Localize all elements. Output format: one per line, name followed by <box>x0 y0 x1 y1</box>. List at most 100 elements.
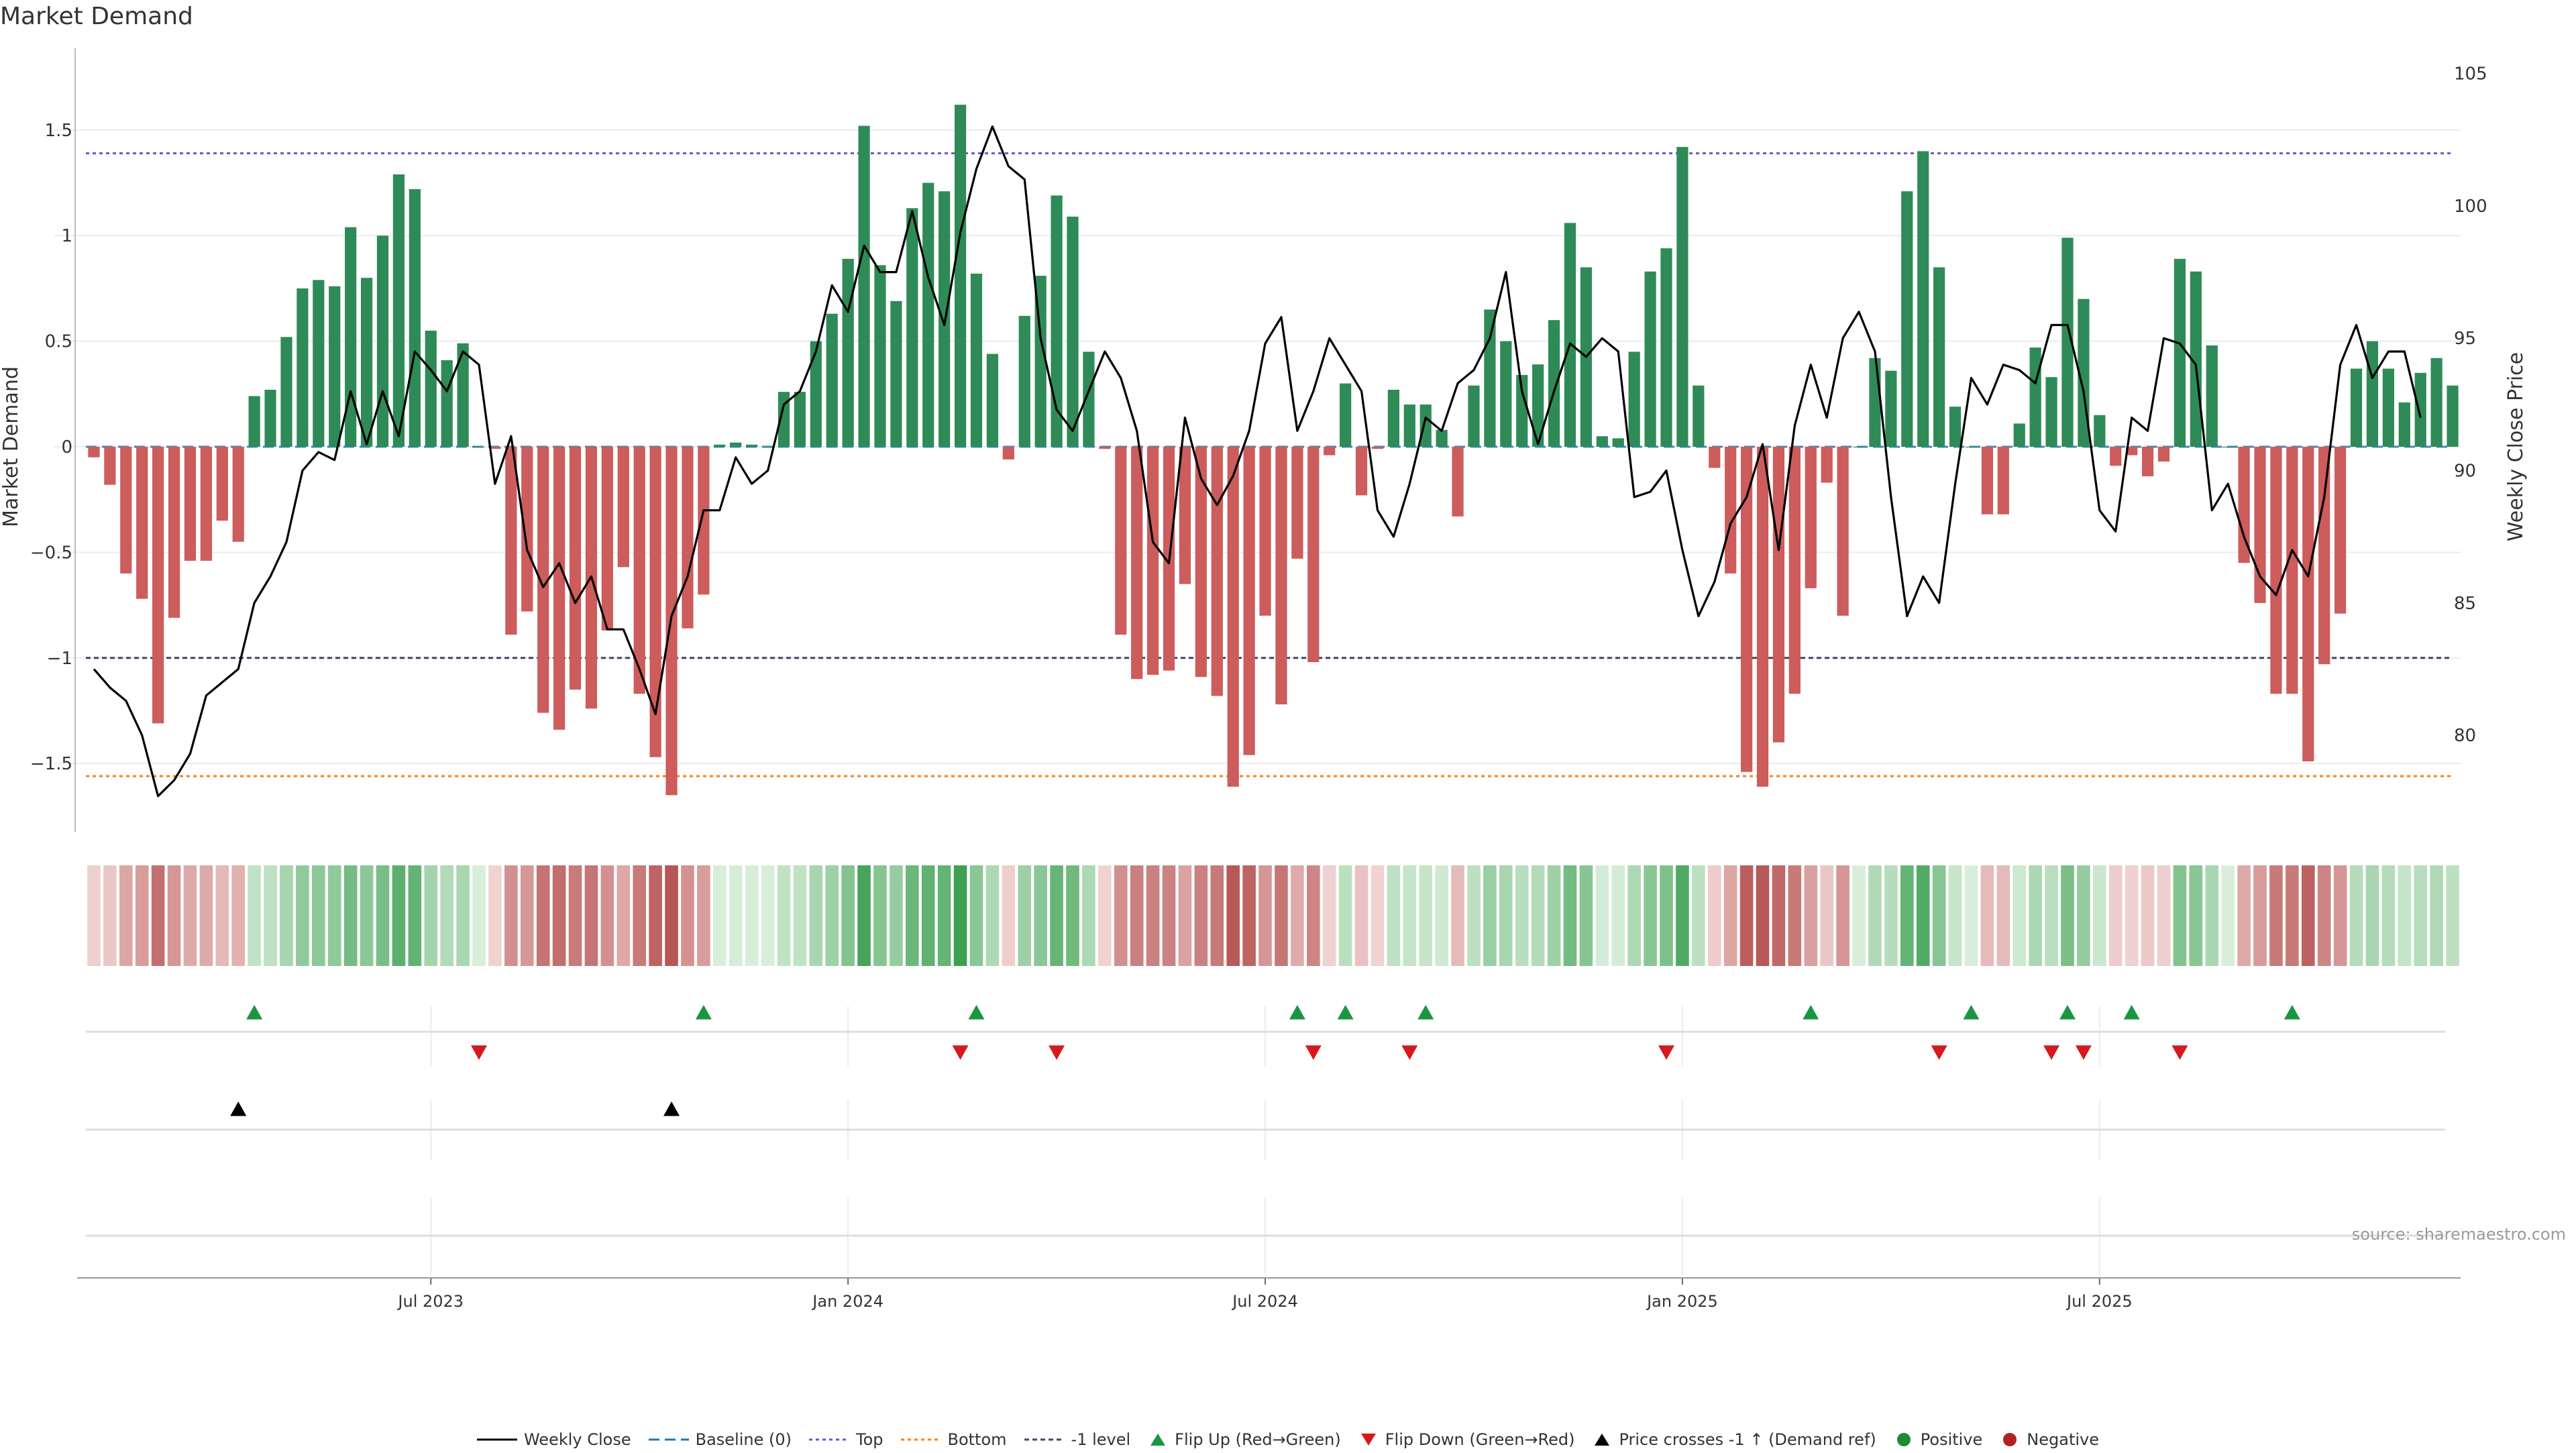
demand-bar <box>1596 436 1608 447</box>
heat-cell <box>1242 865 1256 966</box>
heat-cell <box>2141 865 2155 966</box>
heat-cell <box>2253 865 2267 966</box>
demand-bar <box>104 447 116 485</box>
demand-bar <box>425 330 437 447</box>
heat-cell <box>1515 865 1529 966</box>
demand-bar <box>2350 368 2363 447</box>
heat-cell <box>2446 865 2459 966</box>
demand-bar <box>874 265 886 447</box>
flip-down-marker <box>2171 1045 2188 1060</box>
heat-cell <box>552 865 566 966</box>
heat-cell <box>2414 865 2428 966</box>
demand-bar <box>1227 447 1239 787</box>
x-tick-label: Jan 2024 <box>811 1292 883 1311</box>
heat-cell <box>87 865 101 966</box>
heat-cell <box>1676 865 1689 966</box>
demand-bar <box>954 105 967 447</box>
heat-cell <box>1082 865 1095 966</box>
price-cross-marker <box>230 1101 247 1116</box>
heat-cell <box>985 865 1000 966</box>
axes: −1.5 −1 −0.5 0 0.5 1 1.5 80 85 90 95 100 105 Market D… <box>0 48 2528 1311</box>
demand-bar <box>360 278 373 447</box>
demand-bar <box>216 447 228 521</box>
heat-cell <box>2205 865 2219 966</box>
heat-cell <box>1483 865 1497 966</box>
heat-cell <box>2398 865 2412 966</box>
flip-up-marker <box>1417 1005 1434 1020</box>
demand-bar <box>1516 374 1528 447</box>
demand-bar <box>1740 447 1753 772</box>
demand-bar <box>1195 447 1207 678</box>
demand-bar <box>313 280 325 447</box>
flip-down-marker <box>1305 1045 1322 1060</box>
demand-bar <box>1243 447 1255 755</box>
heat-cell <box>504 865 518 966</box>
demand-bar <box>777 392 790 447</box>
demand-bar <box>1805 447 1817 588</box>
legend-label: -1 level <box>1071 1430 1131 1449</box>
y-tick-label: −0.5 <box>30 543 72 563</box>
demand-bar <box>1002 447 1014 460</box>
demand-bar <box>2286 447 2298 694</box>
y-axis-title: Market Demand <box>0 366 23 527</box>
flip-up-marker <box>1963 1005 1980 1020</box>
heat-cell <box>1291 865 1304 966</box>
weekly-close-line <box>93 125 2422 798</box>
heat-cell <box>2333 865 2347 966</box>
heat-cell <box>1146 865 1160 966</box>
legend-item-flip_down: Flip Down (Green→Red) <box>1358 1430 1574 1449</box>
heat-cell <box>472 865 486 966</box>
x-tick-label: Jul 2023 <box>396 1292 464 1311</box>
heat-cell <box>1723 865 1737 966</box>
heat-cell <box>360 865 374 966</box>
legend-swatch <box>900 1438 941 1441</box>
legend-swatch <box>1024 1438 1065 1441</box>
legend-item-positive: Positive <box>1894 1430 1982 1449</box>
legend-label: Top <box>856 1430 883 1449</box>
chart-title: Market Demand <box>0 3 193 30</box>
demand-bar <box>2447 385 2459 447</box>
heat-cell <box>1547 865 1561 966</box>
demand-bar <box>1067 216 1079 447</box>
heat-cell <box>1884 865 1898 966</box>
heat-cell <box>199 865 213 966</box>
demand-bar <box>264 390 276 447</box>
demand-bar <box>1083 352 1095 447</box>
heat-cell <box>1162 865 1176 966</box>
heat-cell <box>2108 865 2123 966</box>
heat-cell <box>280 865 293 966</box>
demand-bar <box>1997 447 2009 515</box>
demand-bar <box>730 442 742 447</box>
heat-cell <box>2237 865 2251 966</box>
heat-cell <box>1002 865 1016 966</box>
heat-cell <box>1739 865 1754 966</box>
demand-bars <box>88 105 2459 796</box>
flip-up-marker <box>1337 1005 1354 1020</box>
demand-bar <box>1548 320 1560 447</box>
heat-cell <box>520 865 534 966</box>
heat-cell <box>1435 865 1448 966</box>
heat-cell <box>376 865 390 966</box>
heat-cell <box>1916 865 1930 966</box>
heat-cell <box>825 865 839 966</box>
demand-bar <box>1869 358 1881 447</box>
demand-bar <box>601 447 613 631</box>
demand-bar <box>794 392 806 447</box>
legend-item-negative: Negative <box>2000 1430 2099 1449</box>
legend-swatch <box>1360 1434 1376 1446</box>
heat-cell <box>2269 865 2283 966</box>
demand-bar <box>1756 447 1769 787</box>
demand-bar <box>136 447 148 599</box>
flip-down-marker <box>1401 1045 1418 1060</box>
demand-bar <box>329 286 341 447</box>
demand-bar <box>2190 271 2202 447</box>
heat-cell <box>296 865 309 966</box>
heat-cell <box>2430 865 2443 966</box>
heat-cell <box>343 865 358 966</box>
demand-bar <box>2366 341 2379 447</box>
flip-down-marker <box>1049 1045 1065 1060</box>
demand-bar <box>1115 447 1127 635</box>
heat-cell <box>1707 865 1721 966</box>
heat-cell <box>1226 865 1240 966</box>
y-tick-label: 1 <box>61 226 72 246</box>
